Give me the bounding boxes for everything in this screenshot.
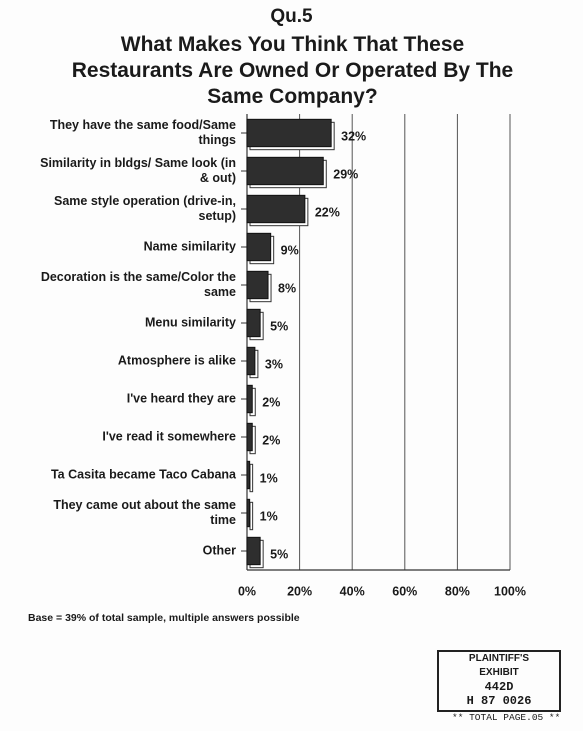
bar [246,156,324,186]
value-label: 1% [260,471,278,485]
x-tick-label: 0% [238,584,256,598]
bar [246,270,269,300]
stamp-line: EXHIBIT [479,667,519,678]
stamp-line: PLAINTIFF'S [468,653,530,664]
value-label: 2% [262,433,280,447]
bar [246,422,253,452]
bar-shadow [249,463,254,493]
y-tick-label: Atmosphere is alike [117,353,236,368]
value-label: 22% [315,205,340,219]
y-tick-label: Name similarity [143,239,236,254]
chart-title: What Makes You Think That These Restaura… [71,33,514,108]
bar [246,384,253,414]
stamp-exhibit: 442D [484,680,514,694]
y-tick-label: I've read it somewhere [102,429,236,444]
bar [246,232,272,262]
value-label: 8% [278,281,296,295]
bar-shadow [249,501,254,531]
x-tick-label: 80% [445,584,470,598]
value-label: 32% [341,129,366,143]
y-tick-label: Ta Casita became Taco Cabana [50,467,236,482]
y-tick-label: They have the same food/Same things [49,118,236,147]
y-tick-label: I've heard they are [126,391,236,406]
value-label: 29% [333,167,358,181]
value-label: 2% [262,395,280,409]
bar [246,118,332,148]
x-tick-label: 60% [392,584,417,598]
bar [246,498,251,528]
value-label: 5% [270,319,288,333]
exhibit-stamp: PLAINTIFF'S EXHIBIT 442D H 87 0026 [437,650,561,712]
bar [246,536,261,566]
value-label: 9% [281,243,299,257]
question-number: Qu.5 [270,6,313,27]
y-tick-label: Other [202,543,236,558]
value-label: 3% [265,357,283,371]
fax-footer: ** TOTAL PAGE.05 ** [452,712,561,723]
bar [246,194,306,224]
bar [246,460,251,490]
x-tick-label: 20% [287,584,312,598]
x-tick-label: 40% [340,584,365,598]
y-tick-label: Menu similarity [145,315,236,330]
y-tick-label: Similarity in bldgs/ Same look (in & out… [40,156,236,185]
footnote: Base = 39% of total sample, multiple ans… [28,612,300,624]
y-tick-label: Same style operation (drive-in, setup) [54,194,236,223]
y-tick-label: Decoration is the same/Color the same [40,270,236,299]
bar [246,346,256,376]
stamp-number: H 87 0026 [466,694,532,708]
value-label: 1% [260,509,278,523]
x-tick-label: 100% [494,584,526,598]
bar [246,308,261,338]
value-label: 5% [270,547,288,561]
y-tick-label: They came out about the same time [53,498,236,527]
